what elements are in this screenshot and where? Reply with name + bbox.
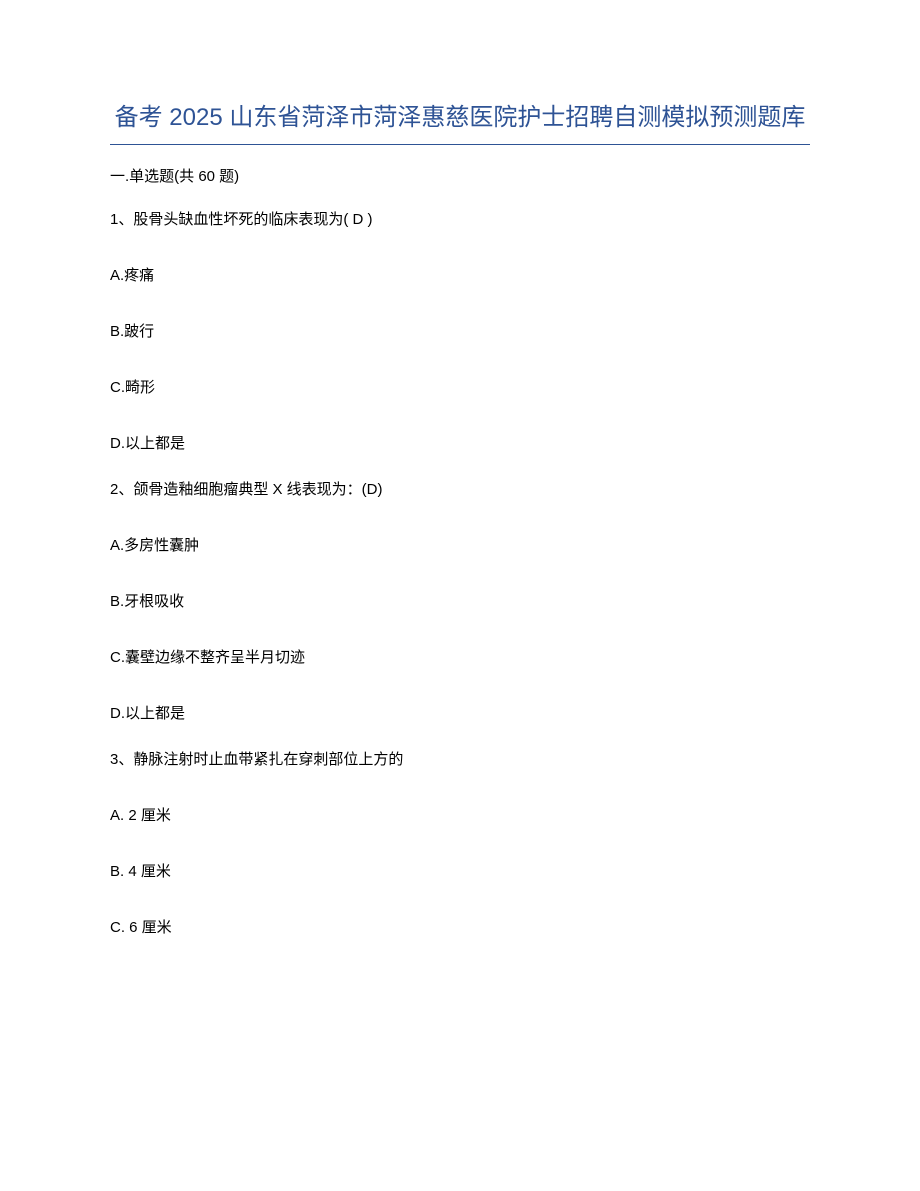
question-2-option-c: C.囊壁边缘不整齐呈半月切迹 bbox=[110, 646, 810, 670]
document-title: 备考 2025 山东省菏泽市菏泽惠慈医院护士招聘自测模拟预测题库 bbox=[110, 100, 810, 145]
question-2-option-b: B.牙根吸收 bbox=[110, 590, 810, 614]
question-1: 1、股骨头缺血性坏死的临床表现为( D ) bbox=[110, 208, 810, 232]
question-3-option-a: A. 2 厘米 bbox=[110, 804, 810, 828]
section-header: 一.单选题(共 60 题) bbox=[110, 165, 810, 186]
question-2-option-a: A.多房性囊肿 bbox=[110, 534, 810, 558]
question-3-option-c: C. 6 厘米 bbox=[110, 916, 810, 940]
question-2: 2、颌骨造釉细胞瘤典型 X 线表现为：(D) bbox=[110, 478, 810, 502]
question-3: 3、静脉注射时止血带紧扎在穿刺部位上方的 bbox=[110, 748, 810, 772]
question-1-option-a: A.疼痛 bbox=[110, 264, 810, 288]
question-1-option-b: B.跛行 bbox=[110, 320, 810, 344]
question-1-option-d: D.以上都是 bbox=[110, 432, 810, 456]
question-2-option-d: D.以上都是 bbox=[110, 702, 810, 726]
question-1-option-c: C.畸形 bbox=[110, 376, 810, 400]
question-3-option-b: B. 4 厘米 bbox=[110, 860, 810, 884]
